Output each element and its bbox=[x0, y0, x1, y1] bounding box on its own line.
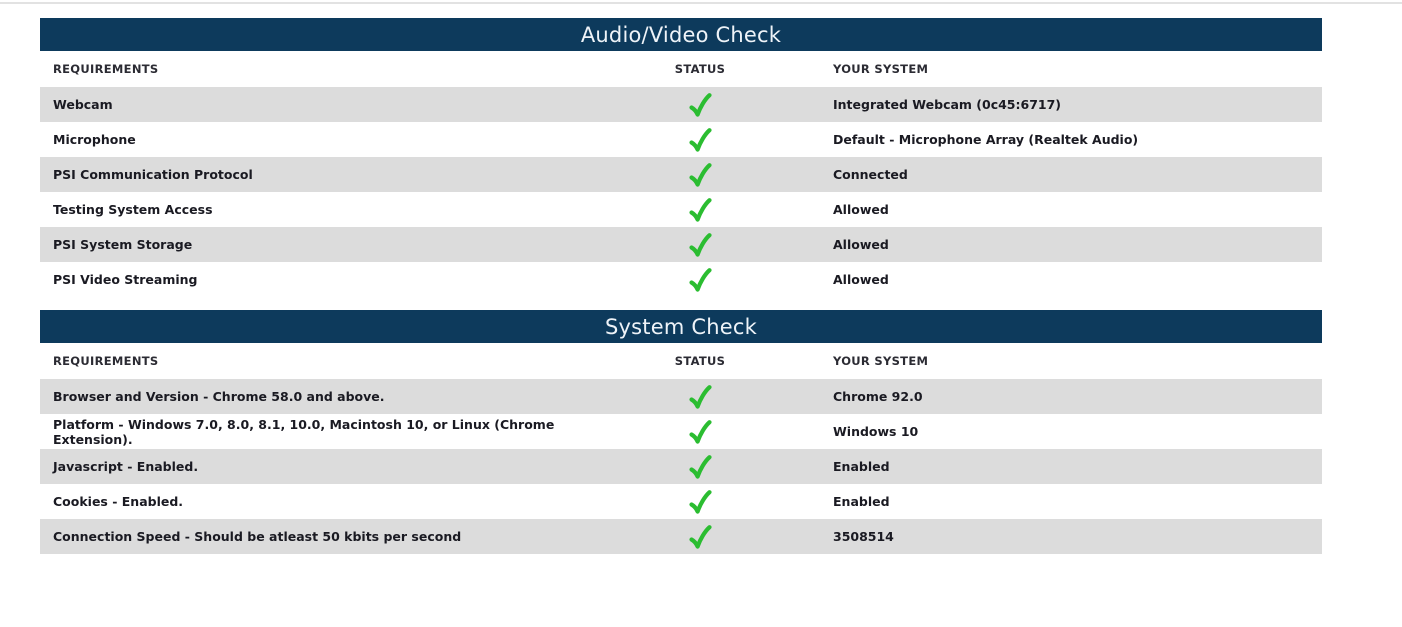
check-icon bbox=[689, 489, 712, 514]
requirement-label: Javascript - Enabled. bbox=[53, 459, 199, 474]
check-icon bbox=[689, 454, 712, 479]
column-header-your-system: YOUR SYSTEM bbox=[800, 343, 1322, 379]
column-header-requirements: REQUIREMENTS bbox=[40, 51, 600, 87]
column-header-status: STATUS bbox=[600, 51, 800, 87]
page-top-border bbox=[0, 2, 1402, 4]
requirement-label: PSI System Storage bbox=[53, 237, 193, 252]
status-cell bbox=[600, 379, 800, 414]
column-header-your-system: YOUR SYSTEM bbox=[800, 51, 1322, 87]
your-system-value: Enabled bbox=[833, 494, 890, 509]
system-check-rows: Browser and Version - Chrome 58.0 and ab… bbox=[40, 379, 1322, 554]
table-row: PSI System Storage Allowed bbox=[40, 227, 1322, 262]
your-system-value: Default - Microphone Array (Realtek Audi… bbox=[833, 132, 1139, 147]
section-system-check: System Check REQUIREMENTS STATUS YOUR SY… bbox=[40, 310, 1322, 554]
your-system-value: Chrome 92.0 bbox=[833, 389, 923, 404]
requirement-label: PSI Video Streaming bbox=[53, 272, 198, 287]
check-icon bbox=[689, 232, 712, 257]
table-row: Cookies - Enabled. Enabled bbox=[40, 484, 1322, 519]
table-row: Webcam Integrated Webcam (0c45:6717) bbox=[40, 87, 1322, 122]
column-header-row: REQUIREMENTS STATUS YOUR SYSTEM bbox=[40, 51, 1322, 87]
section-title: System Check bbox=[605, 314, 757, 339]
requirement-label: Microphone bbox=[53, 132, 136, 147]
requirement-label: PSI Communication Protocol bbox=[53, 167, 253, 182]
column-header-row: REQUIREMENTS STATUS YOUR SYSTEM bbox=[40, 343, 1322, 379]
system-check-page: Audio/Video Check REQUIREMENTS STATUS YO… bbox=[40, 18, 1322, 554]
check-icon bbox=[689, 197, 712, 222]
system-check-title-bar: System Check bbox=[40, 310, 1322, 343]
check-icon bbox=[689, 162, 712, 187]
audio-video-check-rows: Webcam Integrated Webcam (0c45:6717) Mic… bbox=[40, 87, 1322, 297]
status-cell bbox=[600, 87, 800, 122]
status-cell bbox=[600, 122, 800, 157]
your-system-value: Enabled bbox=[833, 459, 890, 474]
table-row: Microphone Default - Microphone Array (R… bbox=[40, 122, 1322, 157]
status-cell bbox=[600, 519, 800, 554]
your-system-value: Connected bbox=[833, 167, 908, 182]
requirement-label: Connection Speed - Should be atleast 50 … bbox=[53, 529, 462, 544]
audio-video-check-title-bar: Audio/Video Check bbox=[40, 18, 1322, 51]
your-system-value: Allowed bbox=[833, 272, 889, 287]
check-icon bbox=[689, 524, 712, 549]
check-icon bbox=[689, 92, 712, 117]
requirement-label: Cookies - Enabled. bbox=[53, 494, 184, 509]
your-system-value: Windows 10 bbox=[833, 424, 919, 439]
audio-video-check-table: REQUIREMENTS STATUS YOUR SYSTEM Webcam I… bbox=[40, 51, 1322, 297]
column-header-status: STATUS bbox=[600, 343, 800, 379]
status-cell bbox=[600, 414, 800, 449]
status-cell bbox=[600, 449, 800, 484]
table-row: Testing System Access Allowed bbox=[40, 192, 1322, 227]
requirement-label: Platform - Windows 7.0, 8.0, 8.1, 10.0, … bbox=[53, 416, 555, 447]
status-cell bbox=[600, 192, 800, 227]
your-system-value: Allowed bbox=[833, 237, 889, 252]
check-icon bbox=[689, 267, 712, 292]
table-row: PSI Communication Protocol Connected bbox=[40, 157, 1322, 192]
requirement-label: Testing System Access bbox=[53, 202, 213, 217]
check-icon bbox=[689, 127, 712, 152]
table-row: Platform - Windows 7.0, 8.0, 8.1, 10.0, … bbox=[40, 414, 1322, 449]
check-icon bbox=[689, 384, 712, 409]
table-row: PSI Video Streaming Allowed bbox=[40, 262, 1322, 297]
check-icon bbox=[689, 419, 712, 444]
your-system-value: 3508514 bbox=[833, 529, 894, 544]
status-cell bbox=[600, 262, 800, 297]
table-row: Javascript - Enabled. Enabled bbox=[40, 449, 1322, 484]
column-header-requirements: REQUIREMENTS bbox=[40, 343, 600, 379]
requirement-label: Browser and Version - Chrome 58.0 and ab… bbox=[53, 389, 385, 404]
table-row: Browser and Version - Chrome 58.0 and ab… bbox=[40, 379, 1322, 414]
your-system-value: Integrated Webcam (0c45:6717) bbox=[833, 97, 1062, 112]
status-cell bbox=[600, 157, 800, 192]
section-title: Audio/Video Check bbox=[580, 22, 782, 47]
requirement-label: Webcam bbox=[53, 97, 113, 112]
table-row: Connection Speed - Should be atleast 50 … bbox=[40, 519, 1322, 554]
section-audio-video-check: Audio/Video Check REQUIREMENTS STATUS YO… bbox=[40, 18, 1322, 297]
your-system-value: Allowed bbox=[833, 202, 889, 217]
system-check-table: REQUIREMENTS STATUS YOUR SYSTEM Browser … bbox=[40, 343, 1322, 554]
status-cell bbox=[600, 227, 800, 262]
status-cell bbox=[600, 484, 800, 519]
